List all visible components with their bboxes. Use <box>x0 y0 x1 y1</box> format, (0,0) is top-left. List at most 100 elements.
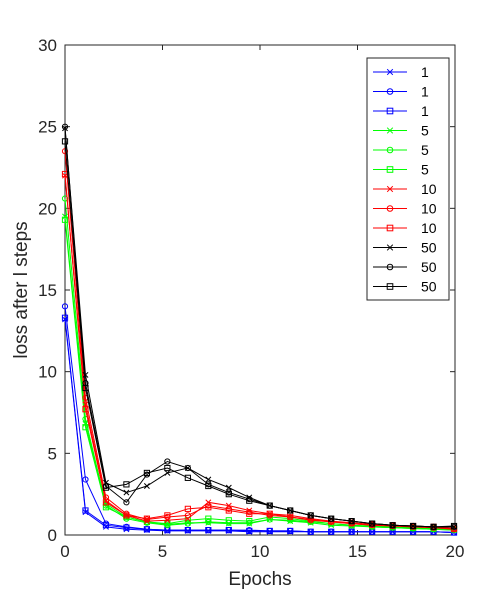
series-line <box>64 306 455 534</box>
y-tick-label: 15 <box>38 281 57 300</box>
x-tick-label: 10 <box>251 542 270 561</box>
x-axis-title: Epochs <box>228 569 291 590</box>
square-marker <box>82 406 89 413</box>
square-marker <box>246 510 253 517</box>
circle-marker <box>386 263 394 271</box>
series-line <box>64 198 455 531</box>
circle-marker <box>184 520 191 527</box>
legend-box <box>366 57 450 301</box>
series-line <box>64 141 455 528</box>
square-marker <box>102 484 110 491</box>
circle-marker <box>164 458 171 465</box>
circle-marker <box>184 464 191 472</box>
square-marker <box>266 502 273 509</box>
square-marker <box>348 528 355 535</box>
legend-label: 10 <box>421 201 437 217</box>
circle-marker <box>61 303 69 310</box>
square-marker <box>246 518 253 525</box>
legend-label: 5 <box>421 123 429 139</box>
circle-marker <box>61 123 69 130</box>
y-tick-label: 25 <box>38 118 57 137</box>
square-marker <box>386 166 394 173</box>
legend-entry: 10 <box>373 201 437 217</box>
square-marker <box>386 283 394 290</box>
x-tick-label: 15 <box>348 542 367 561</box>
circle-marker <box>386 88 394 95</box>
circle-marker <box>61 148 69 155</box>
square-marker <box>164 512 171 519</box>
square-marker <box>307 512 314 519</box>
x-tick-label: 0 <box>60 542 69 561</box>
y-tick-label: 5 <box>48 444 57 463</box>
square-marker <box>205 482 212 490</box>
y-tick-label: 30 <box>38 36 57 55</box>
square-marker <box>409 522 417 530</box>
square-marker <box>102 499 110 506</box>
square-marker <box>82 424 89 431</box>
x-marker-stroke <box>82 509 89 516</box>
legend: 1 1 1 5 5 5 10 10 10 50 50 50 <box>366 57 450 301</box>
legend-label: 5 <box>421 142 429 158</box>
circle-marker <box>386 146 394 154</box>
circle-marker <box>386 205 394 212</box>
square-marker <box>61 314 69 321</box>
x-marker-stroke <box>205 476 212 483</box>
square-marker <box>225 491 232 498</box>
square-marker <box>143 526 151 533</box>
x-marker-stroke <box>246 494 253 501</box>
square-marker <box>143 515 151 522</box>
series-line <box>64 319 455 534</box>
legend-label: 10 <box>421 181 437 197</box>
square-marker <box>225 517 232 524</box>
y-axis-title: loss after l steps <box>11 221 32 358</box>
circle-marker <box>123 499 130 506</box>
square-marker <box>205 527 212 534</box>
legend-label: 50 <box>421 279 437 295</box>
circle-marker <box>184 512 191 519</box>
x-marker-stroke <box>164 469 171 476</box>
square-marker <box>328 515 335 522</box>
x-marker-stroke <box>386 68 394 76</box>
series-line <box>64 317 455 534</box>
series-11 <box>61 138 458 530</box>
x-marker-stroke <box>386 185 394 193</box>
square-marker <box>386 224 394 232</box>
legend-entry: 5 <box>373 162 429 178</box>
legend-label: 5 <box>421 162 429 178</box>
legend-label: 10 <box>421 220 437 236</box>
square-marker <box>184 505 191 512</box>
square-marker <box>123 481 130 488</box>
square-marker <box>184 474 191 481</box>
square-marker <box>246 497 253 504</box>
x-marker-stroke <box>143 483 150 489</box>
legend-label: 50 <box>421 240 437 256</box>
square-marker <box>369 520 376 527</box>
square-marker <box>143 469 151 477</box>
square-marker <box>287 527 294 535</box>
y-tick-label: 0 <box>48 526 57 545</box>
x-marker-stroke <box>386 127 394 134</box>
legend-label: 1 <box>421 103 429 119</box>
legend-entry: 10 <box>373 220 437 236</box>
square-marker <box>287 507 294 514</box>
legend-label: 50 <box>421 259 437 275</box>
square-marker <box>266 510 273 517</box>
x-marker-stroke <box>225 484 232 491</box>
square-marker <box>225 527 232 534</box>
legend-entry: 50 <box>373 240 437 256</box>
series-1 <box>61 303 458 536</box>
square-marker <box>184 527 191 534</box>
legend-entry: 50 <box>373 259 437 275</box>
x-tick-label: 20 <box>446 542 465 561</box>
square-marker <box>102 522 110 529</box>
square-marker <box>123 524 130 531</box>
y-tick-label: 10 <box>38 363 57 382</box>
x-tick-label: 5 <box>158 542 167 561</box>
square-marker <box>205 504 212 511</box>
square-marker <box>328 528 335 535</box>
square-marker <box>450 522 458 530</box>
x-marker-stroke <box>82 371 89 378</box>
